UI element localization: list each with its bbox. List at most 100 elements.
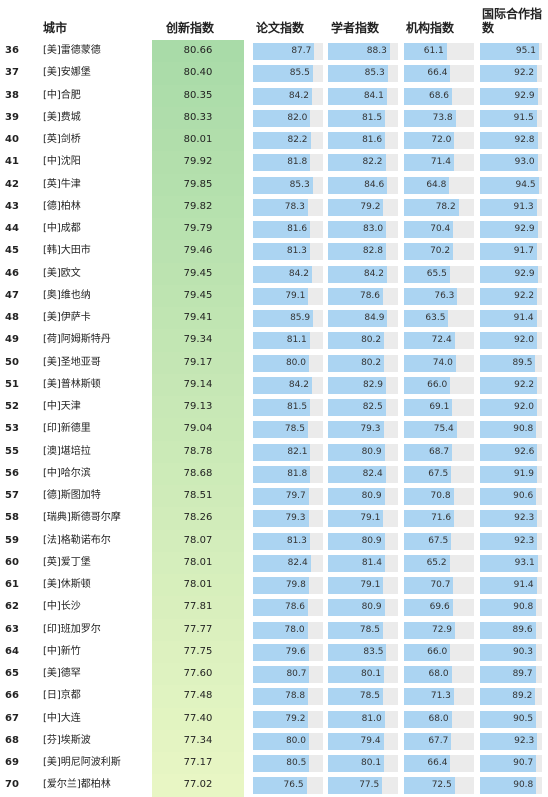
intl-value: 92.0: [513, 335, 535, 346]
intl-value: 92.3: [514, 535, 535, 546]
intl-value: 92.2: [514, 68, 535, 79]
institution-cell: 65.2: [404, 552, 474, 574]
city-cell: [英]爱丁堡: [43, 556, 91, 568]
paper-value: 78.0: [284, 624, 305, 635]
table-row: 66 [日]京都 77.48 78.8 78.5 71.3 89.2: [0, 685, 548, 708]
scholar-bar: [328, 465, 386, 483]
scholar-bar: [328, 399, 386, 416]
table-row: 44 [中]成都 79.79 81.6 83.0 70.4 92.9: [0, 218, 548, 241]
intl-bar: [480, 710, 537, 728]
intl-value: 92.3: [514, 735, 535, 746]
institution-cell: 69.1: [404, 396, 474, 418]
scholar-cell: 80.2: [328, 352, 398, 374]
paper-cell: 80.0: [253, 730, 323, 752]
table-row: 47 [奥]维也纳 79.45 79.1 78.6 76.3 92.2: [0, 284, 548, 308]
paper-value: 85.5: [289, 68, 310, 79]
innovation-cell: 79.17: [152, 351, 244, 375]
scholar-value: 82.9: [362, 379, 384, 390]
scholar-value: 84.9: [364, 313, 385, 323]
intl-bar: [480, 421, 537, 439]
scholar-value: 80.9: [361, 446, 382, 457]
institution-bar: [404, 554, 450, 572]
intl-cell: 95.1: [480, 40, 542, 62]
paper-value: 81.8: [287, 157, 308, 168]
paper-bar: [253, 732, 309, 750]
institution-value: 63.5: [425, 313, 446, 323]
city-cell: [德]斯图加特: [43, 490, 101, 501]
scholar-cell: 80.9: [328, 485, 398, 507]
intl-cell: 90.5: [480, 708, 542, 730]
rank-cell: 41: [5, 156, 19, 168]
paper-bar: [253, 755, 310, 772]
header-scholar: 学者指数: [331, 21, 380, 35]
scholar-cell: 79.3: [328, 418, 398, 440]
institution-bar: [404, 87, 453, 105]
paper-bar: [253, 109, 311, 127]
scholar-cell: 80.9: [328, 530, 398, 552]
intl-cell: 92.0: [480, 396, 542, 418]
institution-bar: [404, 109, 456, 127]
scholar-cell: 79.2: [328, 196, 398, 218]
paper-value: 85.3: [289, 179, 310, 190]
scholar-value: 78.6: [359, 290, 381, 301]
intl-value: 90.8: [513, 424, 534, 435]
institution-bar: [404, 154, 454, 172]
table-row: 40 [英]剑桥 80.01 82.2 81.6 72.0 92.8: [0, 129, 548, 152]
institution-value: 72.9: [431, 624, 453, 635]
scholar-value: 80.2: [361, 335, 382, 346]
paper-bar: [253, 777, 307, 795]
table-row: 58 [瑞典]斯德哥尔摩 78.26 79.3 79.1 71.6 92.3: [0, 507, 548, 530]
scholar-value: 77.5: [359, 780, 380, 791]
scholar-bar: [328, 87, 387, 105]
scholar-value: 80.9: [361, 602, 382, 613]
intl-bar: [480, 243, 537, 261]
institution-cell: 66.0: [404, 374, 474, 396]
scholar-value: 81.6: [362, 135, 383, 145]
institution-bar: [404, 332, 455, 350]
institution-cell: 69.6: [404, 596, 474, 618]
intl-value: 89.7: [512, 669, 533, 679]
intl-bar: [480, 777, 537, 795]
paper-cell: 85.9: [253, 307, 323, 329]
intl-cell: 89.5: [480, 352, 542, 374]
paper-cell: 82.0: [253, 107, 323, 129]
paper-cell: 80.5: [253, 752, 323, 774]
institution-value: 75.4: [433, 424, 454, 435]
intl-value: 91.9: [513, 468, 534, 479]
paper-cell: 81.5: [253, 396, 323, 418]
intl-bar: [480, 376, 538, 394]
scholar-bar: [328, 332, 385, 350]
institution-bar: [404, 421, 457, 439]
rank-cell: 52: [5, 401, 19, 412]
intl-cell: 92.3: [480, 530, 542, 552]
paper-cell: 79.6: [253, 641, 323, 663]
rank-cell: 48: [5, 312, 19, 323]
institution-value: 64.8: [426, 179, 447, 190]
table-row: 69 [美]明尼阿波利斯 77.17 80.5 80.1 66.4 90.7: [0, 752, 548, 775]
institution-value: 69.1: [429, 402, 450, 412]
paper-cell: 78.5: [253, 418, 323, 440]
table-row: 46 [美]欧文 79.45 84.2 84.2 65.5 92.9: [0, 262, 548, 286]
innovation-cell: 77.77: [152, 618, 244, 642]
scholar-cell: 80.9: [328, 596, 398, 618]
scholar-value: 84.2: [363, 268, 384, 279]
institution-cell: 66.4: [404, 752, 474, 774]
paper-bar: [253, 599, 309, 617]
scholar-cell: 79.4: [328, 730, 398, 752]
city-cell: [中]成都: [43, 223, 81, 234]
city-cell: [美]雷德蒙德: [43, 45, 101, 56]
intl-value: 92.2: [514, 379, 535, 390]
institution-cell: 71.6: [404, 507, 474, 529]
scholar-value: 79.1: [360, 580, 381, 590]
scholar-cell: 88.3: [328, 40, 398, 62]
intl-value: 92.3: [514, 513, 535, 524]
city-cell: [芬]埃斯波: [43, 734, 91, 746]
city-cell: [美]费城: [43, 111, 81, 123]
intl-bar: [480, 43, 539, 60]
scholar-bar: [328, 577, 384, 594]
institution-cell: 70.4: [404, 218, 474, 240]
scholar-cell: 83.5: [328, 641, 398, 663]
intl-bar: [480, 621, 536, 639]
intl-cell: 90.8: [480, 774, 542, 796]
institution-bar: [404, 354, 456, 372]
